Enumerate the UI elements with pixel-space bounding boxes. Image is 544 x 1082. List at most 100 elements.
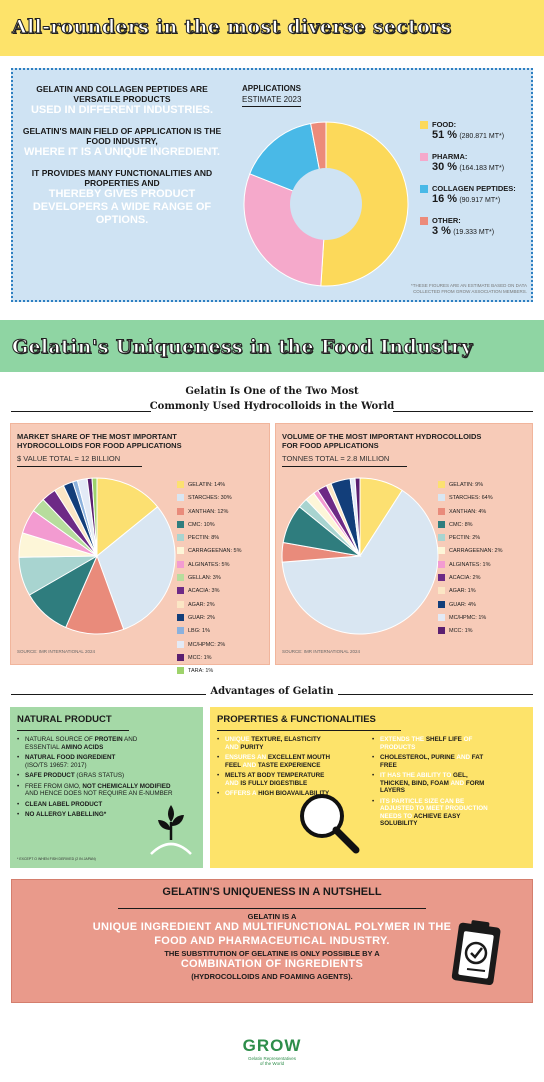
legend-swatch xyxy=(438,587,445,595)
legend-item-pectin-2: PECTIN: 2% xyxy=(438,534,503,547)
legend-item-pectin-8: PECTIN: 8% xyxy=(177,534,242,547)
legend-label-pharma: PHARMA: xyxy=(432,152,468,161)
market-share-subtitle: $ VALUE TOTAL = 12 BILLION xyxy=(17,454,142,467)
volume-pie-chart xyxy=(281,477,439,635)
market-share-legend: GELATIN: 14% STARCHES: 30% XANTHAN: 12% CMC… xyxy=(177,481,242,680)
legend-label: AGAR: 1% xyxy=(449,588,476,595)
legend-item-starches-30: STARCHES: 30% xyxy=(177,494,242,507)
legend-swatch xyxy=(177,574,184,582)
advantages-rule-left xyxy=(11,694,206,695)
nutshell-line-5: (HYDROCOLLOIDS AND FOAMING AGENTS). xyxy=(191,972,353,981)
intro-p3-white: THEREBY GIVES PRODUCT DEVELOPERS A WIDE … xyxy=(32,188,212,226)
props-item-1-c: AND xyxy=(225,743,241,751)
legend-swatch xyxy=(177,507,184,515)
properties-list-right: EXTENDS THE SHELF LIFE OF PRODUCTS CHOLE… xyxy=(372,736,490,831)
legend-pct-food: 51 % xyxy=(432,129,458,141)
legend-swatch xyxy=(177,667,184,675)
legend-label: MCC: 1% xyxy=(188,654,212,661)
legend-swatch xyxy=(438,507,445,515)
legend-label: CARRAGEENAN: 2% xyxy=(449,548,503,555)
legend-swatch-other xyxy=(420,217,428,225)
legend-item-xanthan-12: XANTHAN: 12% xyxy=(177,507,242,521)
volume-panel: VOLUME OF THE MOST IMPORTANT HYDROCOLLOI… xyxy=(275,423,533,665)
legend-item-xanthan-4: XANTHAN: 4% xyxy=(438,507,503,521)
nutshell-text: GELATIN IS A UNIQUE INGREDIENT AND MULTI… xyxy=(80,912,464,981)
props-item-5-a: EXTENDS THE xyxy=(380,736,426,743)
legend-item-mc-hpmc-2: MC/HPMC: 2% xyxy=(177,640,242,654)
props-item-2-a: ENSURES AN xyxy=(225,754,268,762)
legend-swatch-collagen xyxy=(420,185,428,193)
legend-label-other: OTHER: xyxy=(432,216,461,225)
legend-item-lbg-1: LBG: 1% xyxy=(177,627,242,640)
legend-swatch xyxy=(438,494,445,502)
props-item-7-b: GEL, THICKEN, BIND, FOAM xyxy=(380,772,468,787)
legend-swatch xyxy=(177,481,184,488)
legend-item-guar-4: GUAR: 4% xyxy=(438,600,503,614)
intro-p2-bold: GELATIN'S MAIN FIELD OF APPLICATION IS T… xyxy=(22,126,222,147)
nutshell-box xyxy=(11,879,533,1003)
props-item-2-b: EXCELLENT MOUTH FEEL xyxy=(225,754,331,769)
properties-title: PROPERTIES & FUNCTIONALITIES xyxy=(217,714,376,725)
legend-label: AGAR: 2% xyxy=(188,601,215,608)
natural-item-5-text: CLEAN LABEL PRODUCT xyxy=(25,800,103,808)
natural-item-6: NO ALLERGY LABELLING* xyxy=(17,811,173,819)
legend-label: ACACIA: 2% xyxy=(449,575,481,582)
natural-item-1-text-c: AND ESSENTIAL xyxy=(25,736,138,751)
props-item-6-c: FAT FREE xyxy=(380,754,484,769)
legend-swatch xyxy=(438,574,445,582)
applications-title: APPLICATIONS xyxy=(242,84,301,93)
market-share-source: SOURCE: IMR INTERNATIONAL 2024 xyxy=(17,649,96,654)
intro-p1-bold: GELATIN AND COLLAGEN PEPTIDES ARE VERSAT… xyxy=(36,84,208,105)
pie-slice-tara-1 xyxy=(91,477,98,557)
legend-label: STARCHES: 64% xyxy=(449,495,493,502)
props-item-3-b: AND xyxy=(225,779,241,787)
props-item-6-a: CHOLESTEROL, PURINE xyxy=(380,754,455,762)
legend-label: ALGINATES: 1% xyxy=(449,561,491,568)
legend-item-other: OTHER: 3 % (19.333 MT*) xyxy=(420,216,516,237)
pie-slice-starches-30 xyxy=(96,506,176,630)
natural-item-4: FREE FROM GMO, NOT CHEMICALLY MODIFIED A… xyxy=(17,783,173,798)
magnifier-icon xyxy=(300,794,360,854)
legend-label: LBG: 1% xyxy=(188,628,211,635)
legend-item-mcc-1: MCC: 1% xyxy=(438,627,503,640)
volume-title: VOLUME OF THE MOST IMPORTANT HYDROCOLLOI… xyxy=(282,432,482,450)
legend-item-cmc-8: CMC: 8% xyxy=(438,520,503,534)
props-item-3-c: IS FULLY DIGESTIBLE xyxy=(240,779,308,787)
legend-item-carrageenan-2: CARRAGEENAN: 2% xyxy=(438,547,503,560)
legend-swatch xyxy=(177,494,184,502)
legend-swatch-pharma xyxy=(420,153,428,161)
props-item-7: IT HAS THE ABILITY TO GEL, THICKEN, BIND… xyxy=(372,772,490,795)
logo-tagline-2: of the World xyxy=(259,1061,285,1067)
props-item-5-b: SHELF LIFE xyxy=(425,736,462,743)
section-rule-left xyxy=(11,411,151,412)
props-item-1-a: UNIQUE xyxy=(225,736,252,743)
natural-product-rule xyxy=(17,730,129,731)
legend-item-gelatin-14: GELATIN: 14% xyxy=(177,481,242,494)
natural-item-2-text-a: NATURAL FOOD INGREDIENT xyxy=(25,754,116,762)
natural-product-list: NATURAL SOURCE OF PROTEIN AND ESSENTIAL … xyxy=(17,736,173,822)
nutshell-rule xyxy=(118,908,426,909)
legend-label: MC/HPMC: 2% xyxy=(188,641,226,648)
applications-subtitle: ESTIMATE 2023 xyxy=(242,95,302,107)
natural-item-3-text-a: SAFE PRODUCT xyxy=(25,772,75,780)
legend-swatch xyxy=(438,481,445,488)
grow-logo: GROW Gelatin Representatives of the Worl… xyxy=(0,1036,544,1067)
pie-slice-starches-64 xyxy=(281,489,439,635)
pie-slice-mcc-1 xyxy=(354,477,361,557)
properties-rule xyxy=(217,730,401,731)
advantages-title: Advantages of Gelatin xyxy=(210,686,334,697)
props-item-7-c: AND xyxy=(448,779,466,787)
volume-subtitle: TONNES TOTAL = 2.8 MILLION xyxy=(282,454,407,467)
props-item-2-c: AND xyxy=(240,761,258,769)
legend-item-agar-1: AGAR: 1% xyxy=(438,587,503,600)
pie-slice-xanthan-12 xyxy=(65,554,125,635)
props-item-1-b: TEXTURE, ELASTICITY xyxy=(251,736,321,743)
legend-label: STARCHES: 30% xyxy=(188,495,232,502)
legend-swatch xyxy=(177,520,184,528)
legend-item-mcc-1: MCC: 1% xyxy=(177,653,242,667)
props-item-3-a: MELTS AT BODY TEMPERATURE xyxy=(225,772,325,780)
legend-swatch xyxy=(177,640,184,648)
legend-item-collagen: COLLAGEN PEPTIDES: 16 % (90.917 MT*) xyxy=(420,184,516,205)
legend-swatch xyxy=(438,600,445,608)
legend-label: CARRAGEENAN: 5% xyxy=(188,548,242,555)
